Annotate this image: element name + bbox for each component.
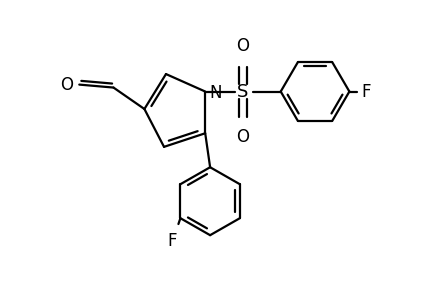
Text: O: O [236,128,249,146]
Text: N: N [209,84,222,103]
Text: F: F [168,232,177,250]
Text: O: O [60,76,73,94]
Text: S: S [237,83,249,101]
Text: O: O [236,37,249,55]
Text: F: F [361,83,371,101]
